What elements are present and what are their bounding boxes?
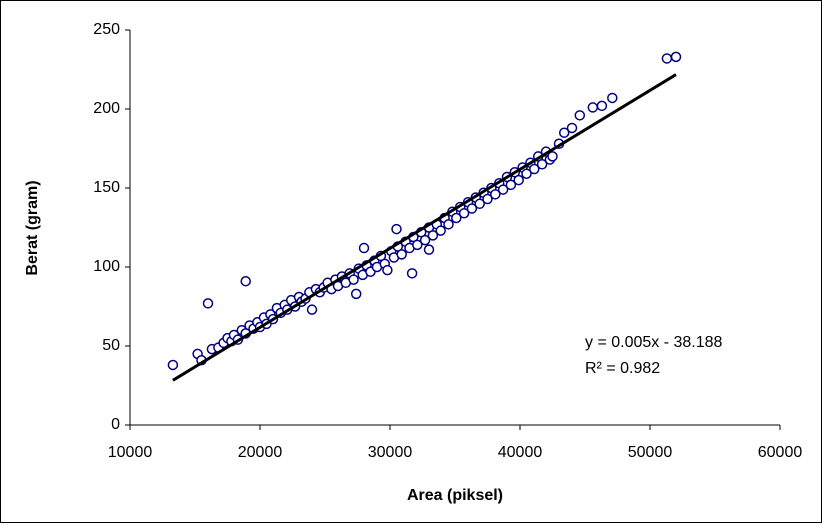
point bbox=[427, 230, 439, 241]
point bbox=[529, 163, 540, 175]
y-tick-label: 50 bbox=[102, 337, 120, 354]
point bbox=[458, 208, 470, 219]
point bbox=[167, 359, 179, 371]
point bbox=[391, 223, 402, 235]
equation: y = 0.005x - 38.188 bbox=[585, 334, 723, 351]
y-tick-label: 150 bbox=[93, 179, 120, 196]
y-tick-label: 250 bbox=[93, 21, 120, 38]
y-tick-label: 200 bbox=[93, 100, 120, 117]
point bbox=[451, 212, 462, 224]
point bbox=[521, 168, 532, 180]
x-tick-label: 30000 bbox=[368, 444, 413, 461]
point bbox=[358, 242, 370, 254]
point bbox=[443, 219, 454, 230]
x-tick-label: 50000 bbox=[628, 444, 673, 461]
point bbox=[574, 110, 586, 121]
point bbox=[466, 203, 478, 214]
point bbox=[382, 264, 393, 276]
point bbox=[240, 275, 251, 287]
point bbox=[661, 53, 673, 64]
y-tick-label: 100 bbox=[93, 258, 120, 275]
x-tick-label: 10000 bbox=[108, 444, 153, 461]
point bbox=[474, 198, 485, 210]
point bbox=[587, 102, 599, 113]
point bbox=[497, 184, 509, 195]
point bbox=[406, 268, 418, 279]
point bbox=[419, 234, 431, 246]
point bbox=[306, 304, 318, 315]
point bbox=[412, 239, 423, 251]
point bbox=[202, 298, 214, 309]
point bbox=[505, 179, 517, 191]
point bbox=[482, 193, 493, 205]
point bbox=[435, 225, 446, 236]
point bbox=[536, 159, 548, 170]
x-tick-label: 40000 bbox=[498, 444, 543, 461]
x-tick-label: 60000 bbox=[758, 444, 803, 461]
point bbox=[547, 151, 558, 162]
y-axis-label: Berat (gram) bbox=[24, 180, 41, 275]
point bbox=[670, 51, 682, 63]
point bbox=[558, 127, 570, 138]
point bbox=[350, 288, 362, 300]
point bbox=[596, 100, 608, 112]
point bbox=[566, 122, 578, 134]
point bbox=[348, 274, 359, 285]
point bbox=[396, 249, 407, 260]
trend-line bbox=[172, 73, 677, 382]
point bbox=[513, 174, 524, 186]
point bbox=[607, 92, 618, 104]
y-tick-label: 0 bbox=[111, 416, 120, 433]
point bbox=[423, 244, 435, 255]
point bbox=[490, 189, 501, 200]
x-axis-label: Area (piksel) bbox=[407, 487, 503, 504]
r-squared: R² = 0.982 bbox=[585, 360, 660, 377]
x-tick-label: 20000 bbox=[238, 444, 283, 461]
